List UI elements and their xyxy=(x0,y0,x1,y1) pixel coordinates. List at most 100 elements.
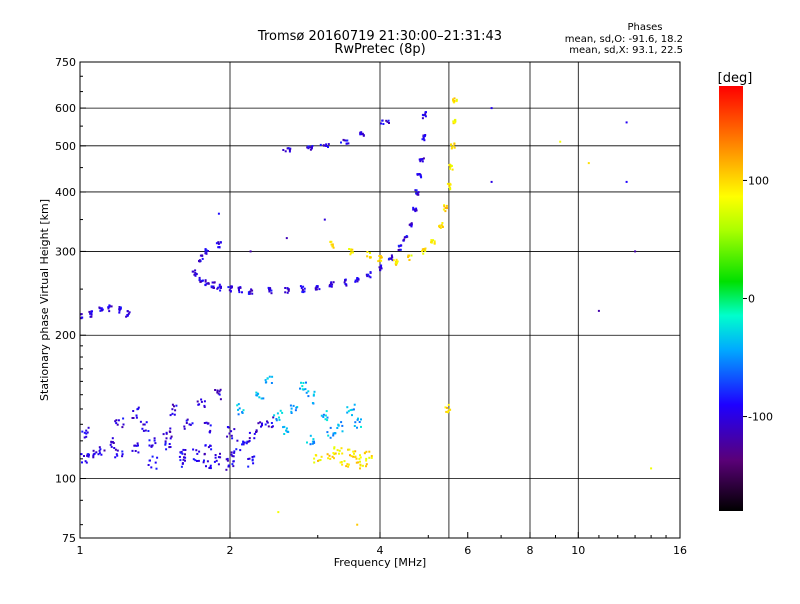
data-point xyxy=(90,313,93,316)
data-point xyxy=(118,311,121,314)
data-point xyxy=(132,410,135,412)
data-point xyxy=(441,224,444,227)
data-point xyxy=(333,453,336,456)
data-point xyxy=(313,457,316,460)
data-point xyxy=(215,459,218,462)
data-point xyxy=(203,406,206,408)
data-point xyxy=(425,111,427,114)
data-point xyxy=(312,394,315,397)
data-point xyxy=(326,416,329,419)
data-point xyxy=(347,463,350,466)
data-point xyxy=(164,443,167,446)
data-point xyxy=(204,252,207,255)
data-point xyxy=(332,432,335,435)
data-point xyxy=(131,449,134,452)
data-point xyxy=(211,281,214,284)
data-point xyxy=(264,381,267,384)
data-point xyxy=(225,458,228,461)
data-point xyxy=(258,396,261,399)
data-point xyxy=(235,448,238,451)
data-point xyxy=(452,145,455,148)
data-point xyxy=(423,139,426,142)
data-point xyxy=(332,434,335,437)
data-point xyxy=(209,464,212,467)
data-point xyxy=(111,441,114,443)
data-point xyxy=(418,158,421,161)
data-point xyxy=(207,250,210,252)
data-point xyxy=(388,122,390,124)
data-point xyxy=(311,440,314,443)
data-point xyxy=(313,441,316,444)
data-point xyxy=(182,458,185,461)
data-point xyxy=(330,243,333,246)
data-point xyxy=(336,427,339,429)
data-point xyxy=(395,262,398,265)
data-point xyxy=(354,280,357,283)
data-point xyxy=(443,205,446,208)
data-point xyxy=(251,459,254,462)
data-point xyxy=(421,117,424,120)
data-point xyxy=(361,132,364,135)
data-point xyxy=(110,441,113,444)
data-point xyxy=(114,456,117,459)
data-point xyxy=(320,455,323,458)
data-point xyxy=(247,291,250,294)
data-point xyxy=(450,164,453,167)
data-point xyxy=(386,120,389,123)
data-point xyxy=(448,184,451,187)
data-point xyxy=(285,427,288,430)
data-point xyxy=(329,282,332,285)
data-point xyxy=(233,451,236,454)
data-point xyxy=(329,241,332,243)
data-point xyxy=(327,457,330,460)
data-point xyxy=(213,460,216,463)
data-point xyxy=(359,456,362,459)
data-point xyxy=(380,255,382,258)
data-point xyxy=(370,456,373,459)
data-point xyxy=(359,454,361,457)
data-point xyxy=(204,249,207,252)
data-point xyxy=(238,407,241,410)
data-point xyxy=(164,440,167,443)
data-point xyxy=(402,239,405,242)
data-point xyxy=(410,225,413,228)
data-point xyxy=(343,460,346,463)
data-point xyxy=(108,305,111,308)
data-point xyxy=(219,289,222,292)
data-point xyxy=(320,414,323,417)
data-point xyxy=(119,306,122,309)
data-point xyxy=(242,409,245,412)
data-point xyxy=(236,404,239,407)
data-point xyxy=(369,276,372,279)
data-point xyxy=(217,463,220,466)
data-point xyxy=(287,289,290,292)
data-point xyxy=(449,167,452,170)
data-point xyxy=(115,422,118,425)
data-point xyxy=(171,412,174,415)
data-point xyxy=(281,411,284,414)
data-point xyxy=(198,403,201,406)
data-point xyxy=(203,400,206,403)
data-point xyxy=(126,310,129,313)
data-point xyxy=(255,394,258,397)
data-point xyxy=(169,427,172,430)
data-point xyxy=(121,450,124,453)
data-point xyxy=(217,392,220,395)
data-point xyxy=(219,286,222,289)
data-point xyxy=(184,459,186,462)
data-point xyxy=(198,450,201,453)
data-point xyxy=(213,286,215,289)
data-point xyxy=(196,400,199,403)
data-point xyxy=(228,432,231,435)
data-point xyxy=(380,122,383,125)
data-point xyxy=(380,259,383,262)
data-point xyxy=(285,237,288,240)
data-point xyxy=(108,304,111,307)
data-point xyxy=(446,182,449,185)
data-point xyxy=(201,257,204,260)
phases-annotation-o: mean, sd,O: -91.6, 18.2 xyxy=(565,34,683,45)
data-point xyxy=(285,429,287,432)
data-point xyxy=(154,461,157,464)
data-point xyxy=(305,391,308,394)
